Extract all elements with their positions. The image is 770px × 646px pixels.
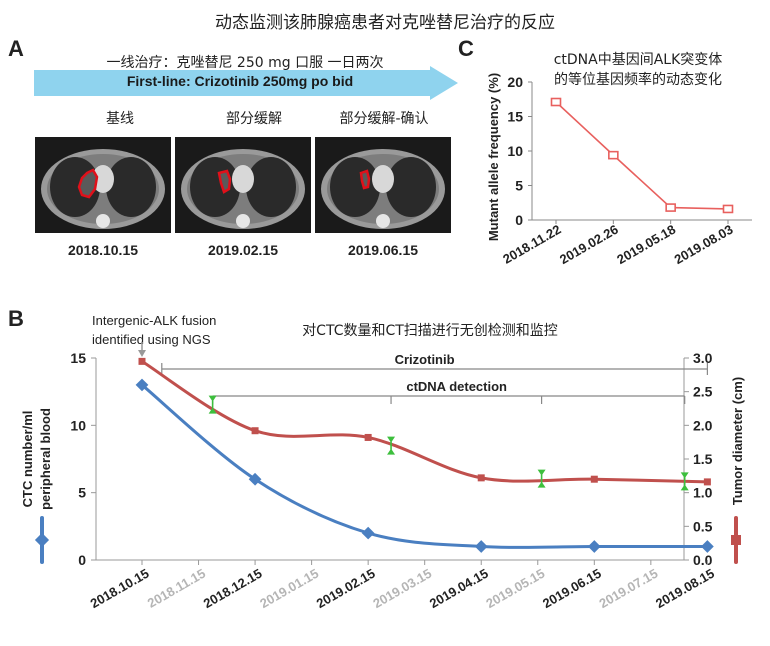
tumor-diameter-data-point xyxy=(477,474,485,482)
scan-label-confirmed-response: 部分缓解-确认 xyxy=(339,111,429,127)
panel-c-title: ctDNA中基因间ALK突变体 的等位基因频率的动态变化 xyxy=(518,50,758,90)
ctdna-marker-bottom xyxy=(537,481,546,488)
ctc-data-point xyxy=(361,526,375,540)
ct-scan-baseline xyxy=(35,137,171,233)
panel-b-letter: B xyxy=(8,306,24,331)
treatment-timeline-arrow xyxy=(34,66,458,100)
panel-b-x-tick-label: 2018.10.15 xyxy=(88,566,152,612)
scan-date-partial-response: 2019.02.15 xyxy=(207,242,279,258)
ctc-data-point xyxy=(587,540,601,553)
panel-c-y-tick-label: 15 xyxy=(507,109,523,125)
panel-b-title: 对CTC数量和CT扫描进行无创检测和监控 xyxy=(302,323,558,339)
panel-b-right-tick-label: 0.5 xyxy=(693,518,713,534)
ngs-arrow-head xyxy=(138,350,146,357)
panel-b-right-tick-label: 2.0 xyxy=(693,417,713,433)
panel-c-y-tick-label: 10 xyxy=(507,143,523,159)
tumor-diameter-data-point xyxy=(364,433,372,441)
panel-c-letter: C xyxy=(458,36,474,61)
panel-c-series-line xyxy=(555,101,729,210)
panel-b-left-axis-label-line2: peripheral blood xyxy=(38,408,53,510)
ngs-annotation-line2: identified using NGS xyxy=(92,332,211,347)
ngs-annotation-line1: Intergenic-ALK fusion xyxy=(92,313,217,328)
panel-b-left-axis-label-line1: CTC number/ml xyxy=(20,411,35,508)
panel-c-data-point xyxy=(550,97,562,107)
panel-b-x-tick-label: 2018.11.15 xyxy=(145,566,208,611)
treatment-label-en: First-line: Crizotinib 250mg po bid xyxy=(126,73,354,89)
panel-b-right-axis-label: Tumor diameter (cm) xyxy=(730,377,745,505)
ct-scan-confirmed-response xyxy=(315,137,451,233)
panel-b-right-tick-label: 2.5 xyxy=(693,384,713,400)
ctdna-marker-top xyxy=(387,436,396,443)
scan-date-baseline: 2018.10.15 xyxy=(67,242,139,258)
panel-c-x-tick-label: 2019.08.03 xyxy=(672,222,736,268)
panel-b-right-tick-label: 3.0 xyxy=(693,350,713,366)
panel-c-y-tick-label: 20 xyxy=(507,74,523,90)
ctc-series-line xyxy=(141,383,708,550)
ctdna-label: ctDNA detection xyxy=(406,379,507,394)
panel-c-y-tick-label: 0 xyxy=(515,212,523,228)
scan-label-partial-response: 部分缓解 xyxy=(226,111,282,127)
crizotinib-label: Crizotinib xyxy=(395,352,455,367)
scan-label-baseline: 基线 xyxy=(106,111,134,127)
panel-a-letter: A xyxy=(8,36,24,61)
tumor-diameter-series-line xyxy=(141,360,708,484)
right-axis-series-key-marker xyxy=(731,535,741,545)
tumor-diameter-data-point xyxy=(251,427,259,435)
panel-c-x-tick-label: 2018.11.22 xyxy=(500,222,563,267)
panel-b-x-tick-label: 2018.12.15 xyxy=(201,566,265,612)
panel-b-left-tick-label: 0 xyxy=(78,552,86,568)
ctc-data-point xyxy=(701,540,714,553)
panel-c-title-line1: ctDNA中基因间ALK突变体 xyxy=(553,52,723,68)
left-axis-series-key-marker xyxy=(34,532,50,548)
panel-b-left-tick-label: 5 xyxy=(78,485,86,501)
ctdna-marker-bottom xyxy=(387,448,396,455)
panel-c-data-point xyxy=(665,203,676,212)
panel-c-y-tick-label: 5 xyxy=(515,178,523,194)
ct-scan-partial-response xyxy=(175,137,311,233)
treatment-label-cn: 一线治疗：克唑替尼 250 mg 口服 一日两次 xyxy=(106,55,384,71)
ctdna-marker-bottom xyxy=(680,484,689,491)
tumor-diameter-data-point xyxy=(590,475,598,483)
panel-c-y-axis-label: Mutant allele frequency (%) xyxy=(486,73,501,241)
panel-c-chart: 0 5 10 15 20 Mutant allele frequency (%)2018.… xyxy=(486,73,752,268)
ctc-data-point xyxy=(474,540,488,553)
ngs-annotation: Intergenic-ALK fusion identified using N… xyxy=(92,311,216,349)
figure-title: 动态监测该肺腺癌患者对克唑替尼治疗的反应 xyxy=(215,13,555,33)
panel-c-data-point xyxy=(722,204,734,214)
panel-b-x-tick-label: 2019.01.15 xyxy=(257,566,321,612)
panel-c-x-tick-label: 2019.02.26 xyxy=(557,222,621,268)
panel-b-right-tick-label: 0.0 xyxy=(693,552,713,568)
panel-b-x-tick-label: 2019.03.15 xyxy=(370,566,434,612)
scan-date-confirmed-response: 2019.06.15 xyxy=(347,242,419,258)
panel-c-data-point xyxy=(608,150,619,160)
ctdna-marker-top xyxy=(208,395,217,402)
tumor-diameter-data-point xyxy=(703,478,711,486)
panel-b-x-tick-label: 2019.02.15 xyxy=(314,566,378,612)
panel-b-x-tick-label: 2019.05.15 xyxy=(483,566,547,612)
panel-b-chart: 0 5 10 15 0.0 0.5 1.0 1.5 2.0 2.5 3.0 CTC number/ml… xyxy=(20,342,745,612)
panel-b-x-tick-label: 2019.08.15 xyxy=(653,566,717,612)
panel-b-x-tick-label: 2019.04.15 xyxy=(427,566,491,612)
panel-c-x-tick-label: 2019.05.18 xyxy=(614,222,678,268)
ctdna-marker-top xyxy=(680,472,689,479)
ctdna-marker-bottom xyxy=(208,407,217,414)
panel-b-left-tick-label: 15 xyxy=(70,350,86,366)
panel-b-left-tick-label: 10 xyxy=(70,417,86,433)
panel-b-x-tick-label: 2019.07.15 xyxy=(596,566,660,612)
tumor-diameter-data-point xyxy=(138,357,146,365)
panel-c-title-line2: 的等位基因频率的动态变化 xyxy=(554,72,722,88)
panel-b-right-tick-label: 1.5 xyxy=(693,451,713,467)
panel-b-right-tick-label: 1.0 xyxy=(693,485,713,501)
panel-b-x-tick-label: 2019.06.15 xyxy=(540,566,604,612)
ctdna-marker-top xyxy=(537,469,546,476)
